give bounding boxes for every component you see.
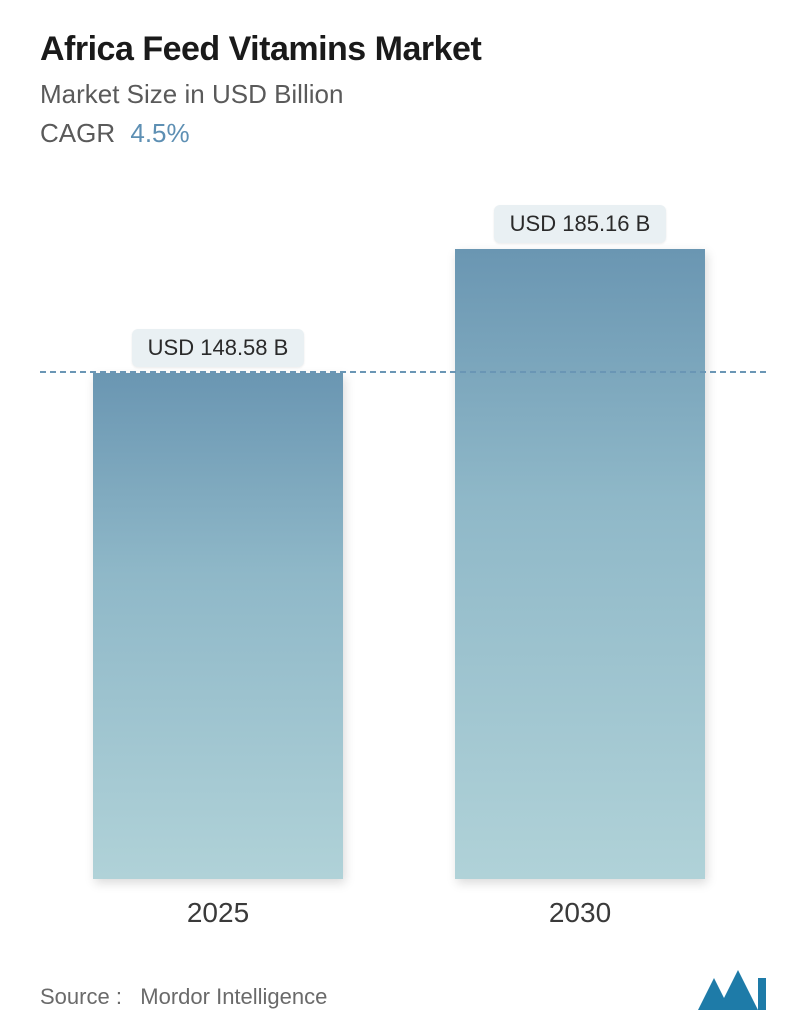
x-axis-labels: 2025 2030: [40, 889, 766, 939]
source-label: Source :: [40, 984, 122, 1009]
cagr-value: 4.5%: [130, 118, 189, 148]
bar-group: USD 148.58 B: [93, 329, 343, 879]
bar-value-label: USD 148.58 B: [132, 329, 305, 367]
chart-footer: Source : Mordor Intelligence: [40, 970, 766, 1010]
bar-group: USD 185.16 B: [455, 205, 705, 879]
bar: [455, 249, 705, 879]
cagr-row: CAGR 4.5%: [40, 118, 766, 149]
x-axis-label: 2025: [187, 897, 249, 929]
x-axis-label: 2030: [549, 897, 611, 929]
brand-logo-icon: [698, 970, 766, 1010]
cagr-label: CAGR: [40, 118, 115, 148]
chart-area: USD 148.58 B USD 185.16 B: [40, 199, 766, 879]
chart-subtitle: Market Size in USD Billion: [40, 79, 766, 110]
source-value: Mordor Intelligence: [140, 984, 327, 1009]
source-attribution: Source : Mordor Intelligence: [40, 984, 327, 1010]
bar-value-label: USD 185.16 B: [494, 205, 667, 243]
chart-title: Africa Feed Vitamins Market: [40, 30, 766, 69]
bar: [93, 373, 343, 879]
reference-dashed-line: [40, 371, 766, 373]
